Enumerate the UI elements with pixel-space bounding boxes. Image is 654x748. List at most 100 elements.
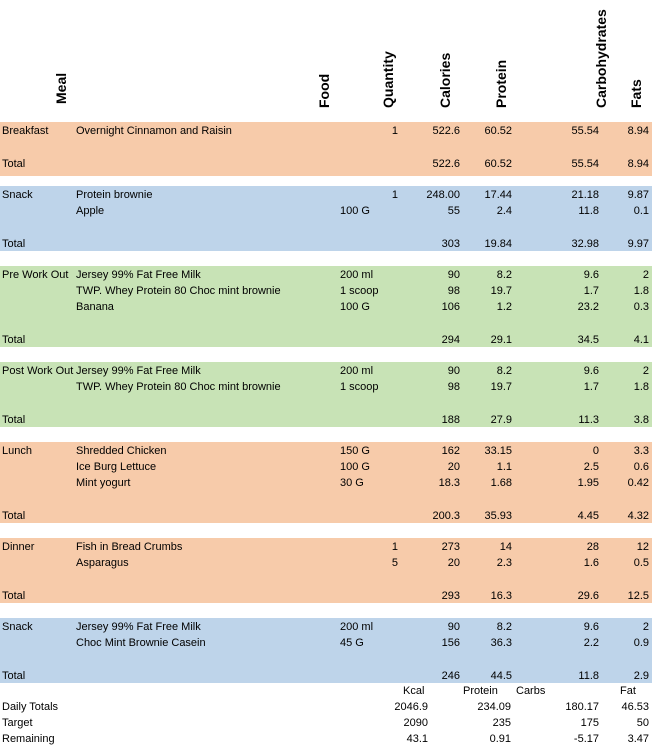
total-row: Total 303 19.84 32.98 9.97	[0, 236, 654, 252]
cell-cal: 55	[447, 205, 460, 217]
cell-carb: 55.54	[571, 125, 599, 137]
summary-carbs-label: Carbs	[516, 685, 546, 697]
cell-fat: 0.3	[633, 301, 649, 313]
total-row: Total 522.6 60.52 55.54 8.94	[0, 156, 654, 172]
cell-cal: 20	[447, 461, 460, 473]
cell-fat: 0.1	[633, 205, 649, 217]
cell-meal: Snack	[2, 621, 33, 633]
cell-qty: 5	[391, 557, 398, 569]
cell-carb: 9.6	[583, 365, 599, 377]
cell-unit: 200 ml	[340, 621, 374, 633]
cell-food: Choc Mint Brownie Casein	[76, 637, 206, 649]
total-fat: 4.1	[633, 334, 649, 346]
meal-block: Post Work Out Jersey 99% Fat Free Milk 200…	[0, 362, 652, 427]
total-cal: 188	[441, 414, 460, 426]
total-row: Total 246 44.5 11.8 2.9	[0, 668, 654, 684]
total-pro: 60.52	[484, 158, 512, 170]
meal-block: Pre Work Out Jersey 99% Fat Free Milk 200 …	[0, 266, 652, 347]
cell-meal: Lunch	[2, 445, 32, 457]
header-quantity: Quantity	[380, 51, 396, 108]
cell-cal: 273	[441, 541, 460, 553]
cell-cal: 98	[447, 285, 460, 297]
cell-pro: 8.2	[496, 269, 512, 281]
meal-block: Dinner Fish in Bread Crumbs 1 273 14 28 12 Aspa…	[0, 538, 652, 603]
food-row: Breakfast Overnight Cinnamon and Raisin 1 5…	[0, 123, 654, 139]
cell-carb: 21.18	[571, 189, 599, 201]
cell-carb: 1.6	[583, 557, 599, 569]
food-row: Snack Protein brownie 1 248.00 17.44 21.18 9.8…	[0, 187, 654, 203]
summary-kcal: 43.1	[406, 733, 428, 745]
total-label: Total	[2, 414, 26, 426]
summary-kcal: 2046.9	[394, 701, 428, 713]
summary-row: Daily Totals 2046.9 234.09 180.17 46.53	[0, 699, 654, 715]
cell-pro: 19.7	[490, 285, 512, 297]
total-cal: 522.6	[432, 158, 460, 170]
total-label: Total	[2, 510, 26, 522]
header-calories: Calories	[437, 52, 453, 108]
cell-food: Protein brownie	[76, 189, 153, 201]
cell-cal: 156	[441, 637, 460, 649]
total-carb: 11.3	[578, 414, 599, 426]
cell-food: TWP. Whey Protein 80 Choc mint brownie	[76, 285, 281, 297]
total-cal: 293	[441, 590, 460, 602]
total-carb: 4.45	[577, 510, 599, 522]
total-pro: 16.3	[490, 590, 512, 602]
cell-food: Fish in Bread Crumbs	[76, 541, 183, 553]
total-pro: 44.5	[490, 670, 512, 682]
total-pro: 27.9	[490, 414, 512, 426]
cell-pro: 19.7	[490, 381, 512, 393]
cell-food: Shredded Chicken	[76, 445, 167, 457]
cell-unit: 200 ml	[340, 269, 374, 281]
total-label: Total	[2, 238, 26, 250]
cell-fat: 0.5	[633, 557, 649, 569]
header-meal: Meal	[53, 72, 69, 104]
food-row: Apple 100 G 55 2.4 11.8 0.1	[0, 203, 654, 219]
cell-qty: 1	[391, 125, 398, 137]
cell-food: Jersey 99% Fat Free Milk	[76, 365, 201, 377]
header-protein: Protein	[493, 59, 509, 108]
cell-unit: 1 scoop	[340, 381, 379, 393]
cell-pro: 60.52	[484, 125, 512, 137]
total-carb: 32.98	[571, 238, 599, 250]
cell-fat: 2	[642, 365, 649, 377]
cell-pro: 1.1	[496, 461, 512, 473]
summary-header-row: Kcal Protein Carbs Fat	[0, 683, 654, 699]
cell-fat: 2	[642, 269, 649, 281]
summary-fat: 46.53	[621, 701, 649, 713]
cell-unit: 100 G	[340, 461, 370, 473]
cell-food: Mint yogurt	[76, 477, 131, 489]
cell-pro: 17.44	[484, 189, 512, 201]
meal-block: Lunch Shredded Chicken 150 G 162 33.15 0 3.3 Ic…	[0, 442, 652, 523]
total-carb: 34.5	[577, 334, 599, 346]
cell-cal: 90	[447, 621, 460, 633]
summary-row: Target 2090 235 175 50	[0, 715, 654, 731]
total-fat: 8.94	[627, 158, 649, 170]
cell-pro: 33.15	[484, 445, 512, 457]
cell-cal: 106	[441, 301, 460, 313]
cell-fat: 0.9	[633, 637, 649, 649]
total-label: Total	[2, 590, 26, 602]
cell-fat: 8.94	[627, 125, 649, 137]
cell-pro: 8.2	[496, 365, 512, 377]
cell-cal: 162	[441, 445, 460, 457]
food-row: Banana 100 G 106 1.2 23.2 0.3	[0, 299, 654, 315]
summary-row: Remaining 43.1 0.91 -5.17 3.47	[0, 731, 654, 747]
cell-fat: 2	[642, 621, 649, 633]
food-row: Choc Mint Brownie Casein 45 G 156 36.3 2.2 0.…	[0, 635, 654, 651]
food-row: Post Work Out Jersey 99% Fat Free Milk 200…	[0, 363, 654, 379]
summary-protein-label: Protein	[463, 685, 498, 697]
total-fat: 2.9	[633, 670, 649, 682]
total-row: Total 294 29.1 34.5 4.1	[0, 332, 654, 348]
cell-meal: Dinner	[2, 541, 35, 553]
cell-meal: Breakfast	[2, 125, 49, 137]
cell-fat: 3.3	[633, 445, 649, 457]
cell-unit: 100 G	[340, 205, 370, 217]
cell-qty: 1	[391, 541, 398, 553]
total-carb: 11.8	[578, 670, 599, 682]
cell-meal: Post Work Out	[2, 365, 74, 377]
total-cal: 294	[441, 334, 460, 346]
cell-cal: 90	[447, 269, 460, 281]
cell-food: Jersey 99% Fat Free Milk	[76, 621, 201, 633]
summary-protein: 0.91	[489, 733, 511, 745]
